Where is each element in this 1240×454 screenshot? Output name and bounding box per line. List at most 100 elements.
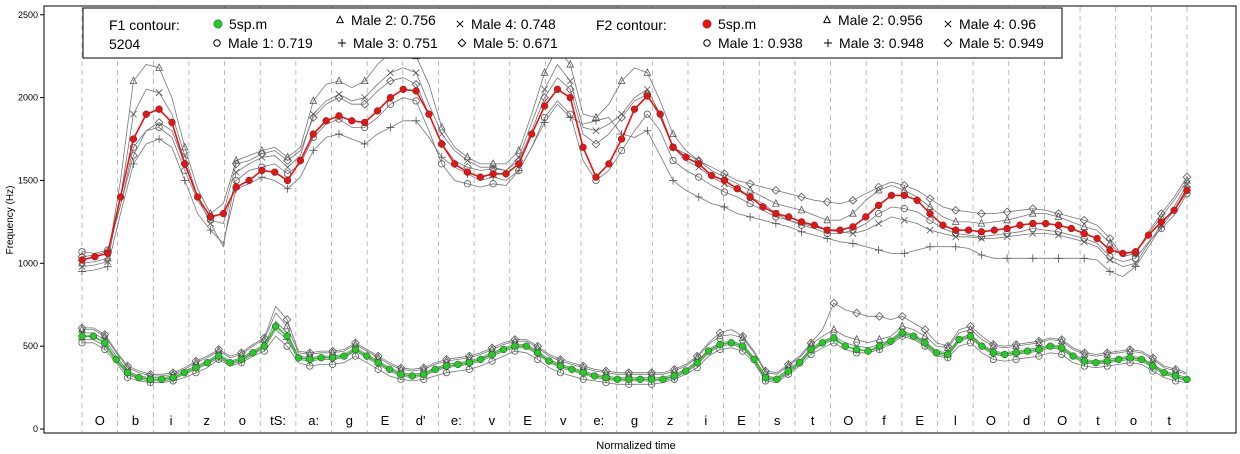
data-point	[112, 355, 120, 364]
data-point	[900, 216, 908, 224]
data-point	[1003, 254, 1012, 263]
data-point	[694, 193, 703, 202]
data-point	[900, 205, 908, 213]
data-point	[875, 334, 884, 343]
data-point	[438, 130, 446, 138]
data-point	[939, 221, 947, 229]
data-point	[463, 168, 472, 176]
data-point	[399, 85, 407, 93]
data-point	[78, 267, 86, 276]
data-point	[746, 212, 755, 221]
data-point	[1171, 372, 1180, 380]
segment-label: b	[132, 413, 139, 428]
data-point	[704, 347, 713, 355]
data-point	[463, 180, 472, 188]
data-point	[450, 160, 459, 168]
data-point	[437, 122, 446, 131]
legend-entry: Male 1: 0.719	[213, 35, 313, 51]
data-point	[1011, 340, 1021, 349]
data-point	[232, 183, 240, 191]
segment-label: d	[1023, 413, 1030, 428]
data-point	[351, 345, 360, 354]
data-point	[556, 362, 565, 370]
data-point	[180, 142, 189, 151]
data-point	[733, 185, 741, 193]
data-point	[613, 375, 622, 383]
data-point	[921, 339, 929, 347]
segment-label: d'	[416, 413, 426, 428]
data-point	[669, 143, 677, 151]
data-point	[591, 139, 601, 149]
data-point	[78, 248, 86, 256]
data-point	[454, 360, 462, 369]
data-point	[592, 127, 600, 135]
data-point	[864, 347, 872, 355]
data-point	[1067, 224, 1076, 233]
series-f2-male-1	[78, 97, 1191, 263]
data-point	[926, 242, 935, 251]
data-point	[78, 332, 86, 340]
data-point	[340, 352, 348, 360]
data-point	[932, 349, 941, 357]
data-point	[540, 118, 549, 127]
data-point	[647, 375, 656, 383]
data-point	[540, 93, 549, 102]
data-point	[909, 332, 918, 340]
segment-label: E	[523, 413, 532, 428]
data-point	[759, 203, 767, 211]
data-point	[1131, 248, 1140, 256]
data-point	[1106, 238, 1114, 247]
data-point	[952, 233, 960, 241]
segment-label: i	[170, 413, 173, 428]
legend-entry: Male 5: 0.949	[943, 35, 1044, 51]
legend-entry: Male 2: 0.956	[822, 12, 923, 28]
data-point	[206, 213, 215, 221]
data-point	[900, 249, 909, 258]
data-point	[1069, 352, 1077, 360]
data-point	[553, 85, 562, 93]
data-point	[1035, 345, 1043, 354]
data-point	[206, 226, 215, 235]
data-point	[1183, 186, 1191, 195]
data-point	[746, 185, 754, 194]
data-point	[921, 331, 929, 340]
data-point	[181, 160, 189, 168]
data-point	[617, 76, 626, 85]
data-point	[334, 93, 344, 102]
data-point	[849, 208, 857, 217]
data-point	[966, 332, 975, 340]
data-point	[129, 135, 138, 143]
series-line	[81, 77, 1188, 258]
data-point	[951, 205, 961, 215]
series-f2-male-3	[78, 103, 1191, 278]
data-point	[977, 251, 986, 260]
data-point	[129, 110, 137, 118]
data-point	[260, 342, 268, 350]
data-point	[154, 118, 164, 127]
data-point	[89, 332, 98, 340]
data-point	[1103, 357, 1111, 365]
data-point	[78, 263, 86, 271]
legend-entry: Male 5: 0.671	[457, 35, 558, 51]
data-point	[964, 226, 973, 234]
data-point	[203, 359, 211, 367]
data-point	[412, 97, 420, 105]
segment-label: O	[843, 413, 853, 428]
y-tick-label: 500	[23, 341, 38, 351]
segment-label: g	[631, 413, 638, 428]
data-point	[363, 352, 371, 360]
data-point	[643, 110, 651, 118]
data-point	[875, 342, 884, 350]
legend-marker	[338, 39, 346, 47]
segment-label: a:	[308, 413, 319, 428]
legend: F1 contour: 5204 F2 contour: 5sp.m Male 2…	[82, 7, 1063, 59]
data-point	[848, 195, 858, 205]
data-point	[104, 249, 112, 258]
data-point	[716, 340, 724, 349]
data-point	[1055, 231, 1062, 239]
data-point	[374, 359, 382, 367]
data-point	[669, 156, 677, 165]
data-point	[258, 166, 266, 175]
data-point	[100, 330, 110, 339]
data-point	[258, 145, 266, 154]
